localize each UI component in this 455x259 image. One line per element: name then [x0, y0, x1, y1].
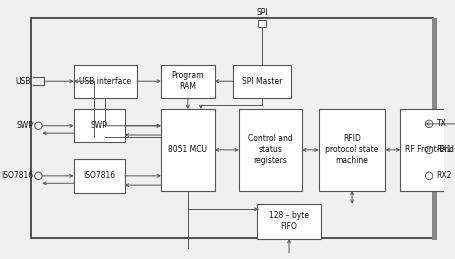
Text: 8051 MCU: 8051 MCU [168, 145, 207, 154]
Bar [233, 64, 291, 98]
Bar [161, 109, 215, 191]
Text: RF Front-End: RF Front-End [404, 145, 454, 154]
Bar [432, 18, 436, 240]
Bar [74, 159, 125, 192]
Text: SWP: SWP [16, 121, 33, 130]
Text: Control and
status
registers: Control and status registers [248, 134, 293, 166]
Text: ISO7816: ISO7816 [83, 171, 115, 180]
Text: USB interface: USB interface [79, 77, 131, 86]
Text: Program
RAM: Program RAM [172, 71, 204, 91]
Text: SPI: SPI [256, 8, 268, 17]
Text: 128 – byte
FIFO: 128 – byte FIFO [269, 211, 309, 231]
Bar [239, 109, 302, 191]
Bar [318, 109, 385, 191]
Text: RX1: RX1 [436, 145, 452, 154]
Bar [400, 109, 455, 191]
Text: RX2: RX2 [436, 171, 452, 180]
Text: RFID
protocol state
machine: RFID protocol state machine [325, 134, 379, 166]
Text: ISO7816: ISO7816 [1, 171, 33, 180]
Text: TX: TX [436, 119, 446, 128]
Text: SWP: SWP [91, 121, 108, 130]
Bar [258, 20, 266, 27]
Bar [74, 109, 125, 142]
Bar [258, 204, 320, 239]
Text: USB: USB [15, 77, 31, 86]
Bar [161, 64, 215, 98]
Text: SPI Master: SPI Master [242, 77, 282, 86]
Bar [74, 64, 137, 98]
